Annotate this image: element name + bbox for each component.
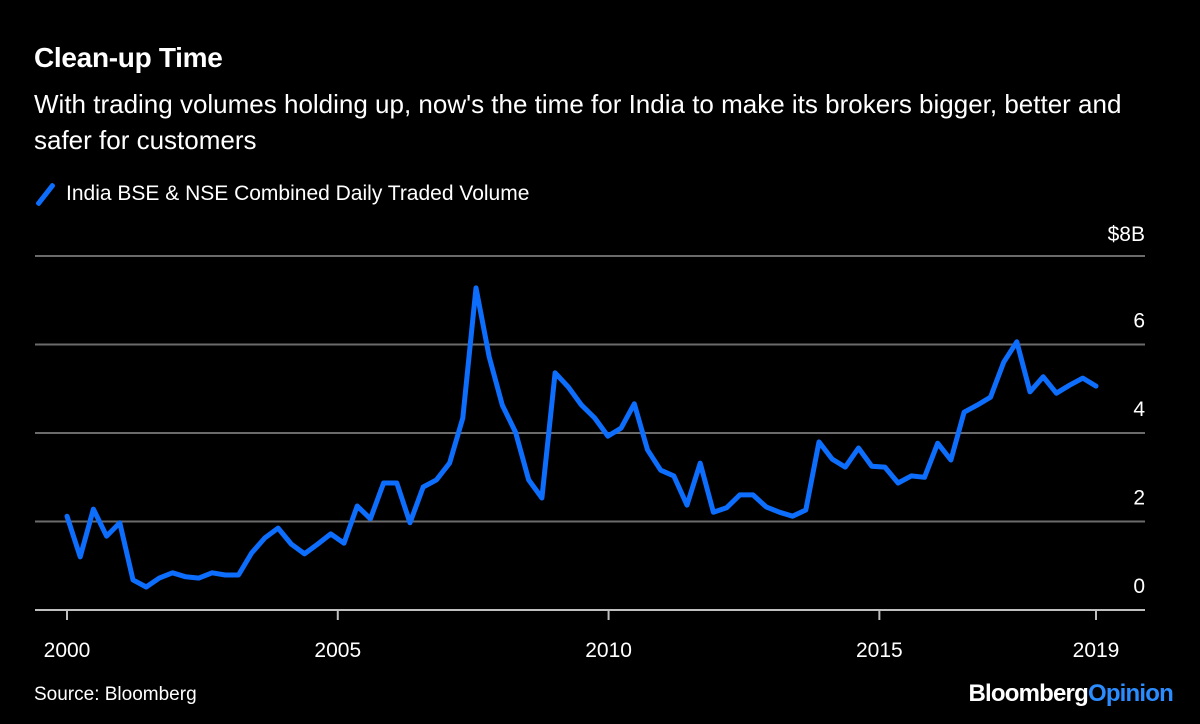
y-tick-label: 4 [1133, 398, 1145, 421]
y-tick-label: 2 [1133, 487, 1145, 510]
x-tick-label: 2010 [585, 639, 632, 662]
chart-title: Clean-up Time [34, 42, 223, 73]
x-tick-label: 2019 [1073, 639, 1120, 662]
y-tick-label: 6 [1133, 310, 1145, 333]
chart-subtitle: With trading volumes holding up, now's t… [34, 89, 1122, 155]
logo-opinion: Opinion [1087, 680, 1174, 707]
bloomberg-opinion-logo: BloombergOpinion [968, 680, 1173, 708]
series-line [64, 285, 1099, 590]
y-tick-label: 0 [1133, 575, 1145, 598]
x-tick-label: 2015 [856, 639, 903, 662]
y-unit-label: $8B [1108, 223, 1145, 246]
x-tick-label: 2000 [44, 639, 91, 662]
legend: India BSE & NSE Combined Daily Traded Vo… [34, 182, 529, 206]
legend-label: India BSE & NSE Combined Daily Traded Vo… [66, 182, 530, 205]
x-tick-label: 2005 [314, 639, 361, 662]
logo-bloomberg: Bloomberg [968, 680, 1088, 707]
source-note: Source: Bloomberg [34, 684, 197, 705]
